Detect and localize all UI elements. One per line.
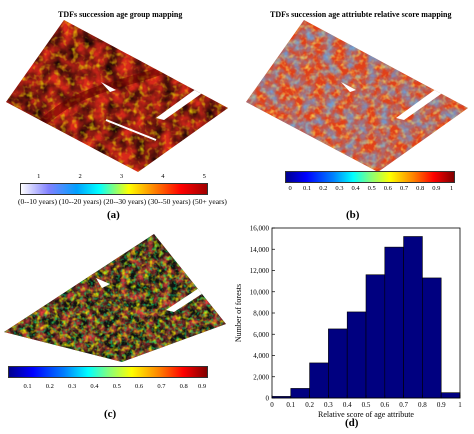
- y-tick-label: 10,000: [250, 288, 270, 296]
- panel-b-tick: 0.5: [367, 185, 376, 192]
- histogram-bar: [290, 388, 310, 399]
- panel-c-letter: (c): [104, 408, 117, 420]
- x-axis-label: Relative score of age attribute: [318, 410, 414, 419]
- y-axis-label: Number of forests: [234, 284, 243, 342]
- y-tick-label: 0: [266, 395, 270, 403]
- panel-c-tick: 0.7: [157, 383, 166, 390]
- x-tick-label: 0.5: [362, 401, 371, 409]
- x-tick-label: 0.8: [418, 401, 427, 409]
- panel-a-legend: (0--10 years) (10--20 years) (20--30 yea…: [18, 197, 227, 206]
- panel-c-map: [4, 234, 226, 362]
- y-tick-label: 2,000: [253, 373, 269, 381]
- histogram-bar: [346, 311, 367, 399]
- histogram-bar: [403, 236, 423, 399]
- y-tick-label: 8,000: [253, 310, 269, 318]
- x-tick-label: 0.3: [324, 401, 333, 409]
- y-tick-label: 4,000: [253, 352, 269, 360]
- histogram-bar: [384, 246, 404, 399]
- x-tick-label: 0.6: [380, 401, 389, 409]
- panel-b-tick: 0.1: [303, 185, 312, 192]
- panel-c-tick: 0.8: [179, 383, 188, 390]
- panel-b-tick: 0.4: [351, 185, 360, 192]
- x-tick-label: 0.2: [305, 401, 314, 409]
- panel-a-map: [6, 20, 228, 172]
- panel-c-colorbar: [8, 366, 208, 378]
- y-tick-label: 12,000: [250, 267, 270, 275]
- panel-a-title: TDFs succession age group mapping: [58, 10, 183, 19]
- x-tick-label: 1: [458, 401, 462, 409]
- panel-c-tick: 0.4: [90, 383, 99, 390]
- panel-b-tick: 1: [449, 185, 454, 192]
- histogram-bar: [422, 277, 442, 399]
- panel-b-tick: 0: [288, 185, 292, 192]
- x-tick-label: 0.4: [343, 401, 352, 409]
- y-tick-label: 14,000: [250, 246, 270, 254]
- panel-b-tick: 0.2: [319, 185, 328, 192]
- panel-b-tick: 0.3: [335, 185, 344, 192]
- y-tick-label: 16,000: [250, 225, 270, 233]
- panel-a-tick: 3: [119, 173, 124, 180]
- panel-b-letter: (b): [346, 209, 360, 221]
- panel-b-tick: 0.8: [416, 185, 425, 192]
- panel-a-tick: 2: [78, 173, 82, 180]
- panel-c-tick: 0.6: [135, 383, 144, 390]
- panel-a-tick: 5: [202, 173, 206, 180]
- y-tick-label: 6,000: [253, 331, 269, 339]
- histogram-chart: 0 2,000 4,000 6,000 8,000 10,000 12,000 14,000 1…: [234, 225, 462, 420]
- panel-a-colorbar: [20, 183, 208, 195]
- panel-b-title: TDFs succession age attriubte relative s…: [270, 10, 452, 19]
- histogram-bar: [440, 392, 461, 399]
- x-tick-label: 0: [270, 401, 274, 409]
- panel-b-tick: 0.6: [383, 185, 392, 192]
- panel-c-tick: 0.1: [23, 383, 32, 390]
- panel-b-tick: 0.7: [399, 185, 409, 192]
- panel-b-colorbar: [285, 171, 455, 183]
- x-tick-label: 0.1: [286, 401, 295, 409]
- panel-a-letter: (a): [107, 209, 120, 221]
- panel-c-tick: 0.3: [68, 383, 77, 390]
- x-tick-label: 0.7: [399, 401, 408, 409]
- histogram-bar: [309, 362, 329, 399]
- panel-d-letter: (d): [345, 417, 359, 429]
- panel-c-tick: 0.5: [112, 383, 121, 390]
- panel-c-tick: 0.9: [198, 383, 207, 390]
- panel-a-tick: 4: [161, 173, 165, 180]
- panel-c-tick: 0.2: [45, 383, 54, 390]
- panel-b-tick: 0.9: [432, 185, 441, 192]
- x-tick-label: 0.9: [437, 401, 446, 409]
- panel-b-map: [246, 20, 468, 172]
- histogram-bar: [365, 274, 386, 399]
- panel-a-tick: 1: [37, 173, 41, 180]
- histogram-bar: [328, 328, 348, 399]
